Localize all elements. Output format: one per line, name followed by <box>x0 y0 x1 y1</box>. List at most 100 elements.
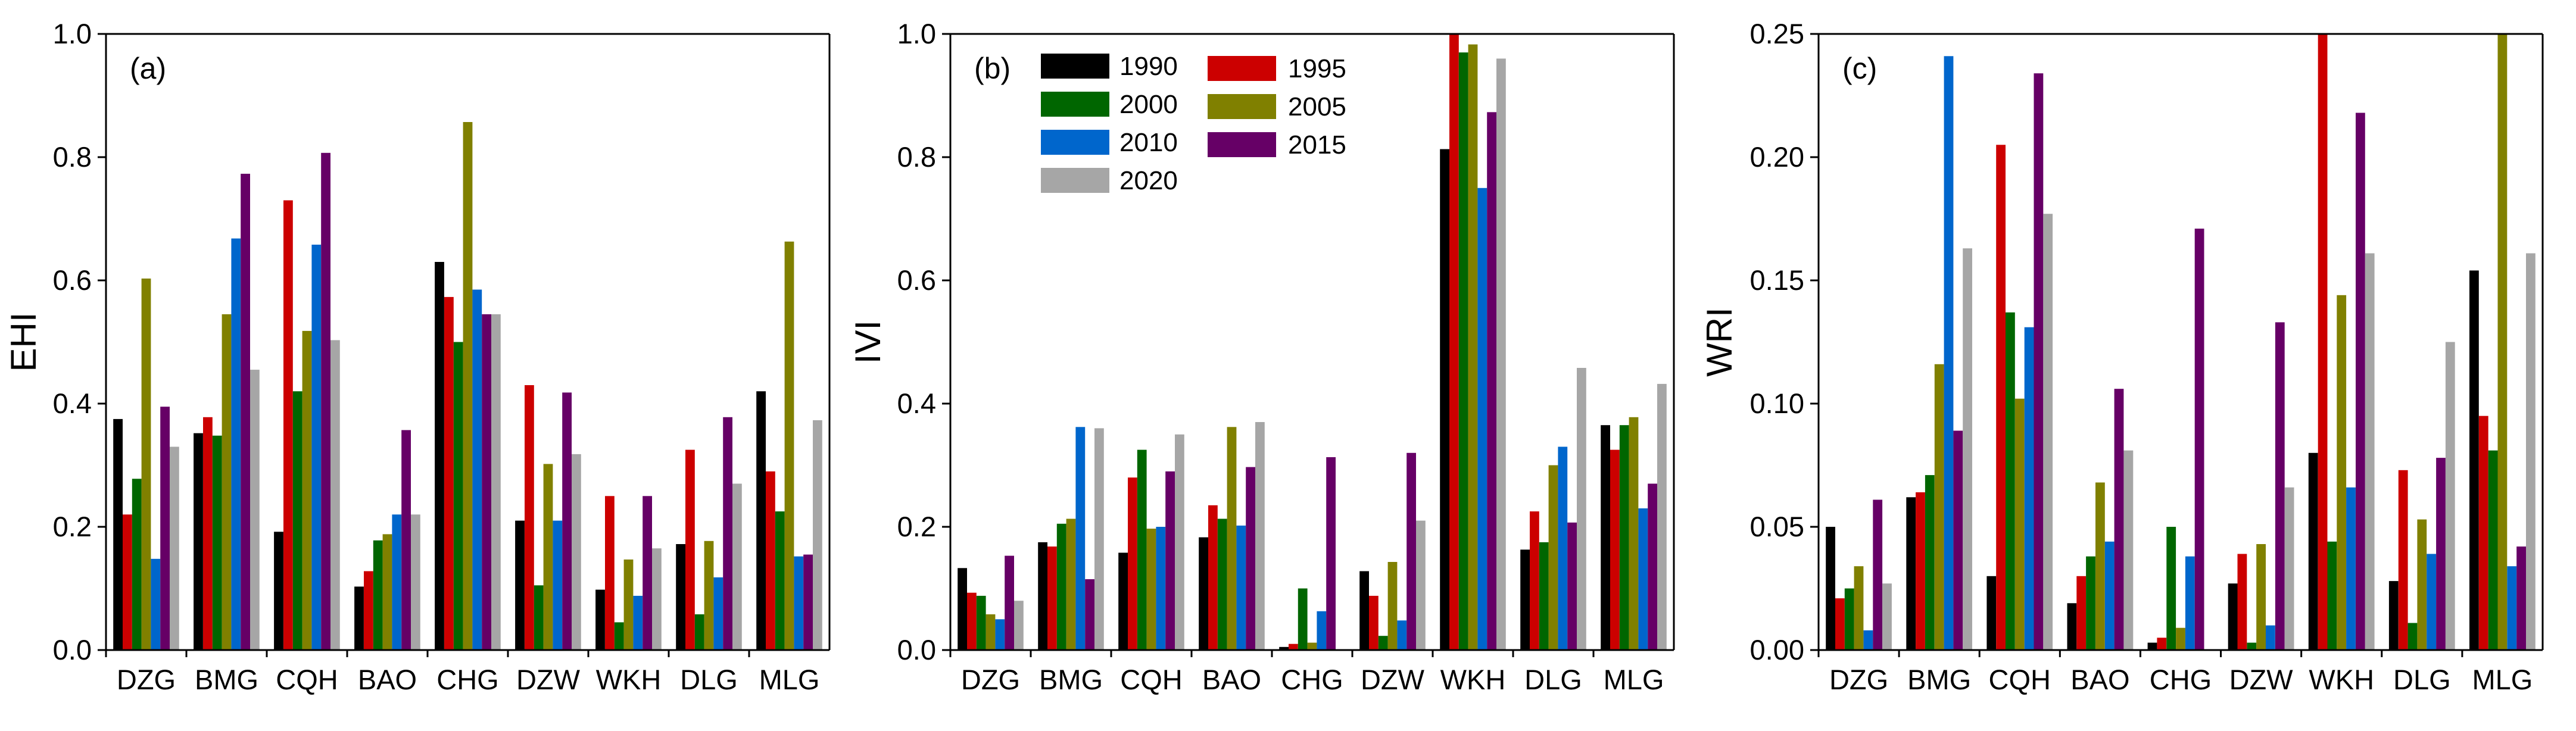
bar-ehi-dzg-1995 <box>123 514 132 650</box>
bar-wri-wkh-2005 <box>2337 295 2347 650</box>
bar-ivi-dlg-2000 <box>1539 542 1549 650</box>
bar-wri-wkh-2000 <box>2327 541 2337 650</box>
bar-wri-chg-2005 <box>2176 627 2185 650</box>
bar-wri-bao-2010 <box>2104 541 2115 650</box>
bar-ehi-bmg-2020 <box>250 370 260 650</box>
bar-ehi-bao-2015 <box>401 430 411 650</box>
bar-ivi-chg-2005 <box>1307 642 1317 650</box>
bar-ehi-dzg-2020 <box>170 446 179 650</box>
bar-ehi-bmg-2005 <box>222 314 232 650</box>
y-tick-label: 0.10 <box>1750 388 1804 419</box>
bar-wri-bmg-2015 <box>1953 430 1963 650</box>
bar-wri-bmg-1995 <box>1916 492 1925 650</box>
bar-wri-dlg-2015 <box>2436 458 2446 650</box>
bar-ivi-dzw-2005 <box>1387 562 1398 650</box>
bar-wri-chg-1995 <box>2157 638 2167 650</box>
bar-ivi-dzg-2010 <box>995 619 1005 651</box>
bar-ivi-cqh-2015 <box>1165 471 1175 650</box>
bar-ivi-wkh-1990 <box>1440 149 1449 650</box>
bar-ehi-bao-2000 <box>373 540 383 650</box>
bar-ivi-wkh-2000 <box>1458 52 1468 651</box>
bar-wri-dzw-1995 <box>2237 554 2247 650</box>
chart-panel-1: 0.0 0.2 0.4 0.6 0.8 1.0 DZG BMG CQH BAO CHG DZW WKH D… <box>4 18 831 695</box>
x-tick-label-dzw: DZW <box>516 664 581 695</box>
bar-wri-mlg-2005 <box>2497 34 2508 650</box>
bar-wri-bmg-1990 <box>1906 497 1916 650</box>
x-tick-label-bao: BAO <box>358 664 417 695</box>
bar-wri-dlg-2010 <box>2427 554 2436 650</box>
x-tick-label-mlg: MLG <box>759 664 820 695</box>
x-tick-label-bao: BAO <box>2070 664 2129 695</box>
bar-ehi-dlg-2005 <box>704 541 714 650</box>
legend-swatch-2015 <box>1208 132 1276 157</box>
legend-swatch-2000 <box>1041 92 1109 117</box>
bar-ehi-dzw-2010 <box>553 520 563 650</box>
bar-ivi-bao-1995 <box>1208 505 1218 650</box>
bar-ehi-wkh-1995 <box>605 496 615 651</box>
legend-swatch-1990 <box>1041 54 1109 79</box>
bar-ehi-dlg-2020 <box>732 483 742 650</box>
bar-ehi-bmg-1990 <box>194 433 203 650</box>
bar-ivi-dlg-2005 <box>1548 465 1558 650</box>
bar-ehi-dlg-1990 <box>676 544 685 650</box>
bar-ivi-chg-2010 <box>1317 611 1327 650</box>
chart-panel-2: 0.0 0.2 0.4 0.6 0.8 1.0 DZG BMG CQH BAO CHG DZW WKH D… <box>848 18 1675 695</box>
x-tick-label-dlg: DLG <box>680 664 738 695</box>
x-tick-label-chg: CHG <box>436 664 498 695</box>
bar-ivi-dzw-2010 <box>1397 620 1407 650</box>
y-tick-label: 0.20 <box>1750 141 1804 173</box>
bar-wri-wkh-2015 <box>2356 113 2365 650</box>
bar-ehi-wkh-2020 <box>652 548 662 650</box>
bar-ehi-wkh-2015 <box>643 496 652 651</box>
bar-wri-wkh-2020 <box>2365 253 2375 650</box>
bar-ehi-dlg-1995 <box>685 449 695 650</box>
bar-wri-chg-2000 <box>2166 527 2176 650</box>
bar-wri-dzg-2020 <box>1882 583 1892 650</box>
bar-ivi-bao-2015 <box>1246 467 1255 650</box>
bar-wri-wkh-1995 <box>2318 34 2328 650</box>
y-tick-label: 0.0 <box>53 634 92 666</box>
chart-panel-3: 0.00 0.05 0.10 0.15 0.20 0.25 DZG BMG CQH BAO CHG D… <box>1699 18 2544 695</box>
bar-ehi-cqh-1995 <box>283 200 293 650</box>
bar-ehi-cqh-2000 <box>292 391 302 650</box>
bar-ivi-dzw-1995 <box>1369 595 1379 650</box>
bar-ivi-dzw-2020 <box>1416 520 1426 650</box>
bar-wri-dzg-2015 <box>1873 499 1883 650</box>
bar-wri-dzw-2010 <box>2266 625 2275 650</box>
bar-wri-dzg-2000 <box>1844 588 1854 650</box>
bar-ehi-dzg-2010 <box>151 558 161 650</box>
bar-ivi-chg-1995 <box>1289 643 1298 650</box>
bar-ehi-dzw-2015 <box>562 392 572 650</box>
y-tick-label: 0.25 <box>1750 18 1804 49</box>
x-tick-label-dzg: DZG <box>117 664 176 695</box>
bar-wri-dzg-2005 <box>1854 566 1864 650</box>
bar-wri-dlg-1995 <box>2398 470 2408 650</box>
bar-ehi-cqh-2005 <box>302 330 312 650</box>
bar-ehi-dzg-2000 <box>132 479 142 650</box>
bar-ehi-mlg-1990 <box>756 391 766 650</box>
bar-ehi-chg-2010 <box>472 289 482 650</box>
bar-wri-chg-2010 <box>2185 556 2195 650</box>
bar-ivi-dzw-2015 <box>1406 452 1416 650</box>
x-tick-label-wkh: WKH <box>1440 664 1506 695</box>
y-tick-label: 0.8 <box>897 141 936 173</box>
bar-wri-chg-2015 <box>2194 229 2204 651</box>
legend-label-2005: 2005 <box>1288 92 1346 121</box>
bar-ivi-cqh-2000 <box>1137 449 1147 650</box>
bar-wri-dzw-2015 <box>2275 322 2285 650</box>
bar-ivi-bmg-2015 <box>1085 579 1094 650</box>
bar-ehi-mlg-2005 <box>784 241 794 650</box>
bar-ehi-bmg-2010 <box>231 238 241 651</box>
y-axis-title: EHI <box>4 312 43 371</box>
bar-ivi-cqh-1990 <box>1118 552 1128 650</box>
bar-wri-bao-1990 <box>2067 603 2077 650</box>
bar-wri-wkh-1990 <box>2308 452 2318 650</box>
y-tick-label: 0.2 <box>53 511 92 542</box>
bar-ehi-bmg-2015 <box>241 173 250 650</box>
bar-ehi-chg-2020 <box>491 314 501 650</box>
y-tick-label: 0.2 <box>897 511 936 542</box>
x-tick-label-dzw: DZW <box>1361 664 1425 695</box>
y-tick-label: 0.0 <box>897 634 936 666</box>
bar-wri-bmg-2005 <box>1934 364 1944 650</box>
bar-ivi-bmg-2020 <box>1094 428 1104 650</box>
